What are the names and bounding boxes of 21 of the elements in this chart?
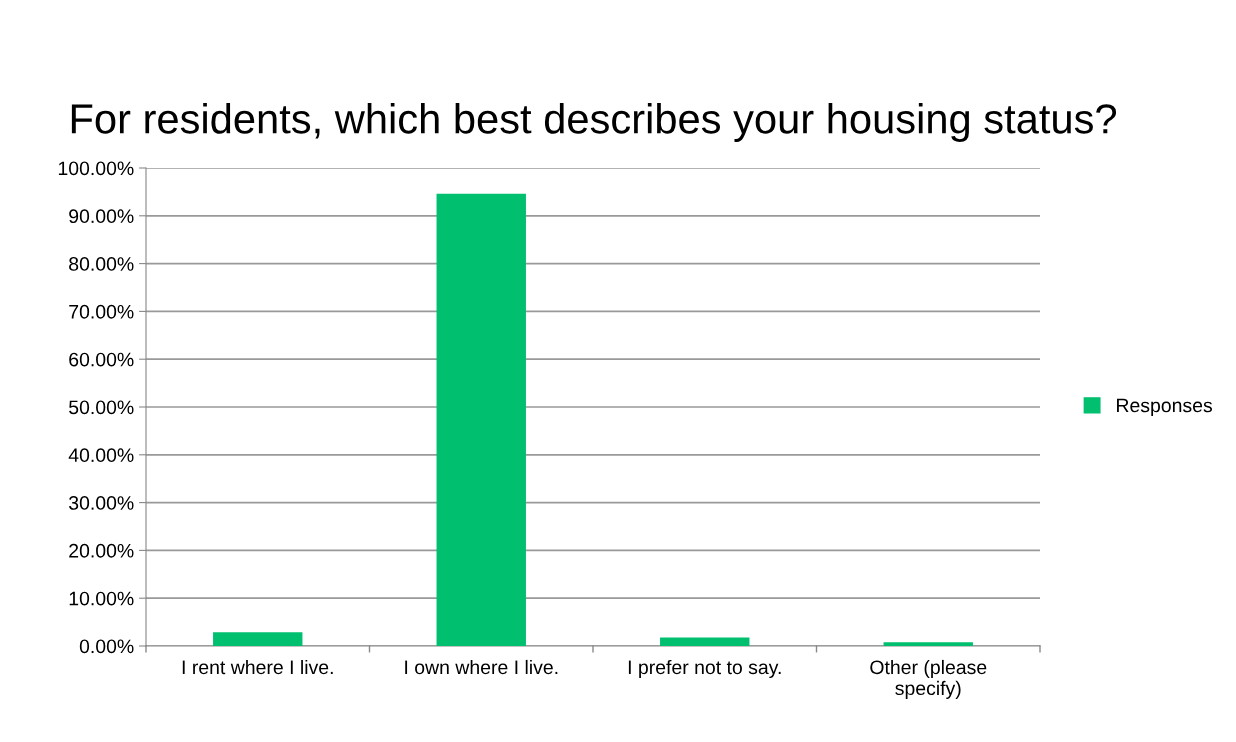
bar xyxy=(883,642,973,646)
y-tick-label: 10.00% xyxy=(69,591,134,606)
y-tick-label: 60.00% xyxy=(69,352,134,367)
x-tick-label: Other (please specify) xyxy=(870,659,987,699)
y-tick-label: 70.00% xyxy=(69,304,134,319)
y-tick-label: 0.00% xyxy=(79,639,134,654)
x-tick-label: I rent where I live. xyxy=(182,659,333,675)
y-tick-label: 20.00% xyxy=(69,543,134,558)
bar xyxy=(213,632,303,646)
bar xyxy=(436,193,526,646)
y-tick-label: 100.00% xyxy=(58,161,134,176)
y-tick-label: 90.00% xyxy=(69,209,134,224)
x-tick-label: I own where I live. xyxy=(405,659,558,675)
bar xyxy=(660,637,750,646)
legend-label: Responses xyxy=(1117,398,1213,417)
y-tick-label: 80.00% xyxy=(69,257,134,271)
chart-title: For residents, which best describes your housing status? xyxy=(71,103,1117,142)
y-tick-label: 50.00% xyxy=(69,400,134,415)
y-tick-label: 30.00% xyxy=(68,496,134,510)
y-tick-label: 40.00% xyxy=(68,448,134,463)
x-tick-label: I prefer not to say. xyxy=(628,659,781,679)
